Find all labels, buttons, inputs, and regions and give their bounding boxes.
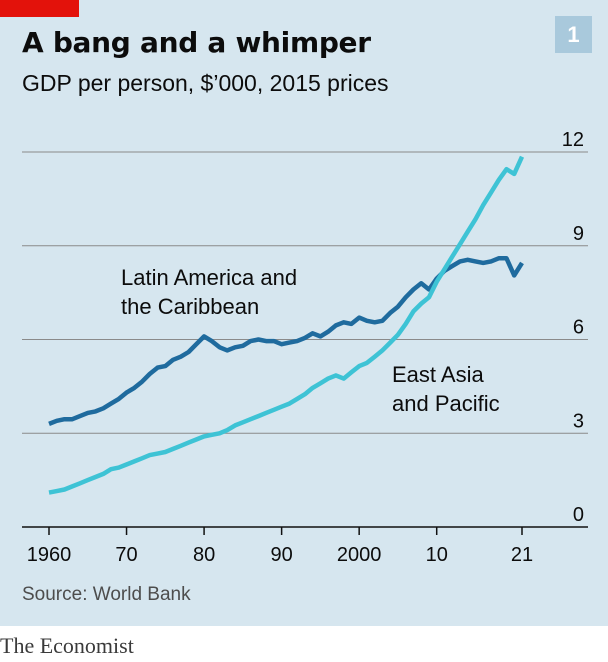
y-tick-label: 6: [573, 317, 584, 339]
publisher-logo: The Economist: [0, 633, 134, 658]
source-note: Source: World Bank: [22, 584, 191, 605]
east-asia-label: East Asia and Pacific: [392, 362, 500, 416]
x-tick-label: 80: [193, 544, 215, 566]
x-tick-label: 1960: [27, 544, 72, 566]
x-tick-label: 2000: [337, 544, 382, 566]
x-tick-label: 70: [115, 544, 137, 566]
gridlines: [22, 151, 588, 434]
y-tick-label: 3: [573, 410, 584, 432]
chart-subtitle: GDP per person, $’000, 2015 prices: [22, 70, 389, 96]
y-tick-label: 9: [573, 223, 584, 245]
brand-red-tag: [0, 0, 79, 17]
x-tick-label: 90: [270, 544, 292, 566]
series-lines: [48, 155, 525, 495]
chart-title: A bang and a whimper: [22, 26, 371, 59]
y-axis-tick-labels: 0 3 6 9 12: [562, 129, 584, 526]
chart-number-badge: 1: [555, 16, 592, 53]
series-annotations: Latin America and the Caribbean East Asia a…: [121, 265, 500, 416]
chart-panel: [0, 0, 608, 626]
x-axis: 1960 70 80 90 2000 10 21: [22, 526, 588, 566]
line-chart: 0 3 6 9 12 1960 70 80 90 2000 10 21 Latin America …: [22, 129, 588, 566]
x-tick-label: 10: [426, 544, 448, 566]
x-tick-label: 21: [511, 544, 533, 566]
latin-america-label: Latin America and the Caribbean: [121, 265, 297, 319]
y-tick-label: 0: [573, 504, 584, 526]
y-tick-label: 12: [562, 129, 584, 151]
east-asia-series-line: [48, 155, 525, 495]
